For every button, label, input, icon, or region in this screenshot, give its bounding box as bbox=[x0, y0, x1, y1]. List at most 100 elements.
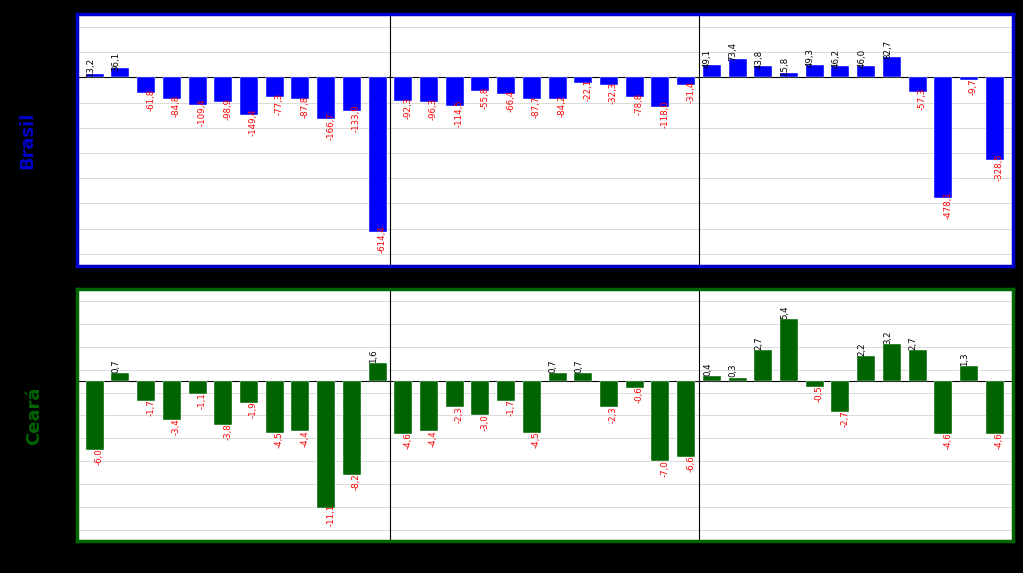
Bar bbox=[317, 77, 336, 119]
Bar bbox=[703, 376, 721, 381]
Bar bbox=[574, 77, 592, 83]
Text: 49,1: 49,1 bbox=[703, 49, 712, 68]
Text: 0,7: 0,7 bbox=[574, 359, 583, 373]
Text: -4,6: -4,6 bbox=[403, 433, 412, 449]
Text: -118,0: -118,0 bbox=[661, 100, 669, 128]
Text: -4,6: -4,6 bbox=[943, 433, 952, 449]
Text: -87,8: -87,8 bbox=[301, 95, 309, 117]
Text: -84,2: -84,2 bbox=[558, 95, 567, 117]
Text: 0,7: 0,7 bbox=[548, 359, 558, 373]
Bar bbox=[240, 77, 258, 115]
Text: 5,4: 5,4 bbox=[781, 305, 789, 319]
Text: -328,5: -328,5 bbox=[994, 153, 1004, 181]
Bar bbox=[960, 366, 978, 381]
Text: 2,2: 2,2 bbox=[857, 342, 866, 356]
Text: -0,6: -0,6 bbox=[634, 387, 643, 403]
Bar bbox=[86, 74, 103, 77]
Text: 2,7: 2,7 bbox=[908, 336, 918, 350]
Text: -96,3: -96,3 bbox=[429, 97, 438, 120]
Text: 36,1: 36,1 bbox=[112, 52, 121, 71]
Bar bbox=[728, 378, 747, 381]
Bar bbox=[266, 77, 283, 97]
Text: -55,8: -55,8 bbox=[481, 87, 489, 109]
Text: -4,4: -4,4 bbox=[429, 430, 438, 447]
Bar bbox=[806, 65, 824, 77]
Text: 2016: 2016 bbox=[527, 299, 563, 312]
Text: -1,1: -1,1 bbox=[197, 393, 207, 409]
Text: 0,3: 0,3 bbox=[728, 364, 738, 378]
Bar bbox=[317, 381, 336, 508]
Bar bbox=[446, 381, 463, 407]
Bar bbox=[394, 77, 412, 101]
Bar bbox=[728, 59, 747, 77]
Text: -4,6: -4,6 bbox=[994, 433, 1004, 449]
Bar bbox=[703, 65, 721, 77]
Text: 2017: 2017 bbox=[836, 299, 871, 312]
Bar bbox=[188, 77, 207, 105]
Text: -109,4: -109,4 bbox=[197, 98, 207, 125]
Text: -133,9: -133,9 bbox=[352, 104, 361, 132]
Text: -77,3: -77,3 bbox=[275, 93, 283, 115]
Text: -3,8: -3,8 bbox=[223, 423, 232, 440]
Bar bbox=[986, 381, 1004, 434]
Text: -22,1: -22,1 bbox=[583, 79, 592, 101]
Bar bbox=[883, 344, 901, 381]
Bar bbox=[832, 66, 849, 77]
Text: 73,4: 73,4 bbox=[728, 42, 738, 61]
Text: -1,7: -1,7 bbox=[146, 399, 155, 416]
Text: -614,4: -614,4 bbox=[377, 225, 387, 253]
Text: 82,7: 82,7 bbox=[883, 40, 892, 59]
Text: 15,8: 15,8 bbox=[781, 57, 789, 76]
Text: 3,2: 3,2 bbox=[883, 331, 892, 344]
Text: -98,9: -98,9 bbox=[223, 98, 232, 120]
Text: -6,6: -6,6 bbox=[686, 456, 696, 472]
Text: -8,2: -8,2 bbox=[352, 474, 361, 490]
Text: -78,8: -78,8 bbox=[634, 93, 643, 115]
Y-axis label: Ceará: Ceará bbox=[26, 386, 43, 445]
Text: -3,0: -3,0 bbox=[481, 414, 489, 431]
Text: -9,7: -9,7 bbox=[969, 79, 978, 95]
Text: Mil: Mil bbox=[6, 269, 25, 279]
Text: 46,0: 46,0 bbox=[857, 49, 866, 68]
Text: -6,0: -6,0 bbox=[95, 449, 103, 465]
Bar bbox=[163, 77, 181, 99]
Bar bbox=[883, 57, 901, 77]
Bar bbox=[137, 77, 155, 93]
Text: -61,8: -61,8 bbox=[146, 89, 155, 111]
Text: -1,7: -1,7 bbox=[506, 399, 516, 416]
Text: -478,1: -478,1 bbox=[943, 191, 952, 219]
Bar bbox=[137, 381, 155, 401]
Text: 0,4: 0,4 bbox=[703, 363, 712, 376]
Text: -92,3: -92,3 bbox=[403, 96, 412, 119]
Bar bbox=[908, 350, 927, 381]
Text: 0,7: 0,7 bbox=[112, 359, 121, 373]
Bar bbox=[574, 373, 592, 381]
Bar bbox=[497, 77, 516, 94]
Bar bbox=[677, 381, 696, 457]
Bar bbox=[292, 381, 309, 431]
Bar bbox=[548, 373, 567, 381]
Bar bbox=[986, 77, 1004, 160]
Text: -31,4: -31,4 bbox=[686, 81, 696, 103]
Text: -4,4: -4,4 bbox=[301, 430, 309, 447]
Bar bbox=[86, 381, 103, 450]
Bar bbox=[754, 350, 772, 381]
Bar bbox=[188, 381, 207, 394]
Bar bbox=[472, 381, 489, 415]
Text: -114,5: -114,5 bbox=[455, 99, 463, 127]
Text: 49,3: 49,3 bbox=[806, 49, 814, 68]
Bar bbox=[343, 77, 361, 111]
Text: -4,5: -4,5 bbox=[275, 431, 283, 448]
Bar bbox=[677, 77, 696, 85]
Bar bbox=[832, 381, 849, 412]
Bar bbox=[446, 77, 463, 106]
Bar bbox=[781, 73, 798, 77]
Text: 1,6: 1,6 bbox=[368, 349, 377, 363]
Bar bbox=[626, 77, 643, 97]
Text: -2,7: -2,7 bbox=[841, 411, 849, 427]
Bar bbox=[497, 381, 516, 401]
Bar bbox=[163, 381, 181, 420]
Bar bbox=[472, 77, 489, 92]
Bar bbox=[601, 77, 618, 85]
Text: -4,5: -4,5 bbox=[532, 431, 541, 448]
